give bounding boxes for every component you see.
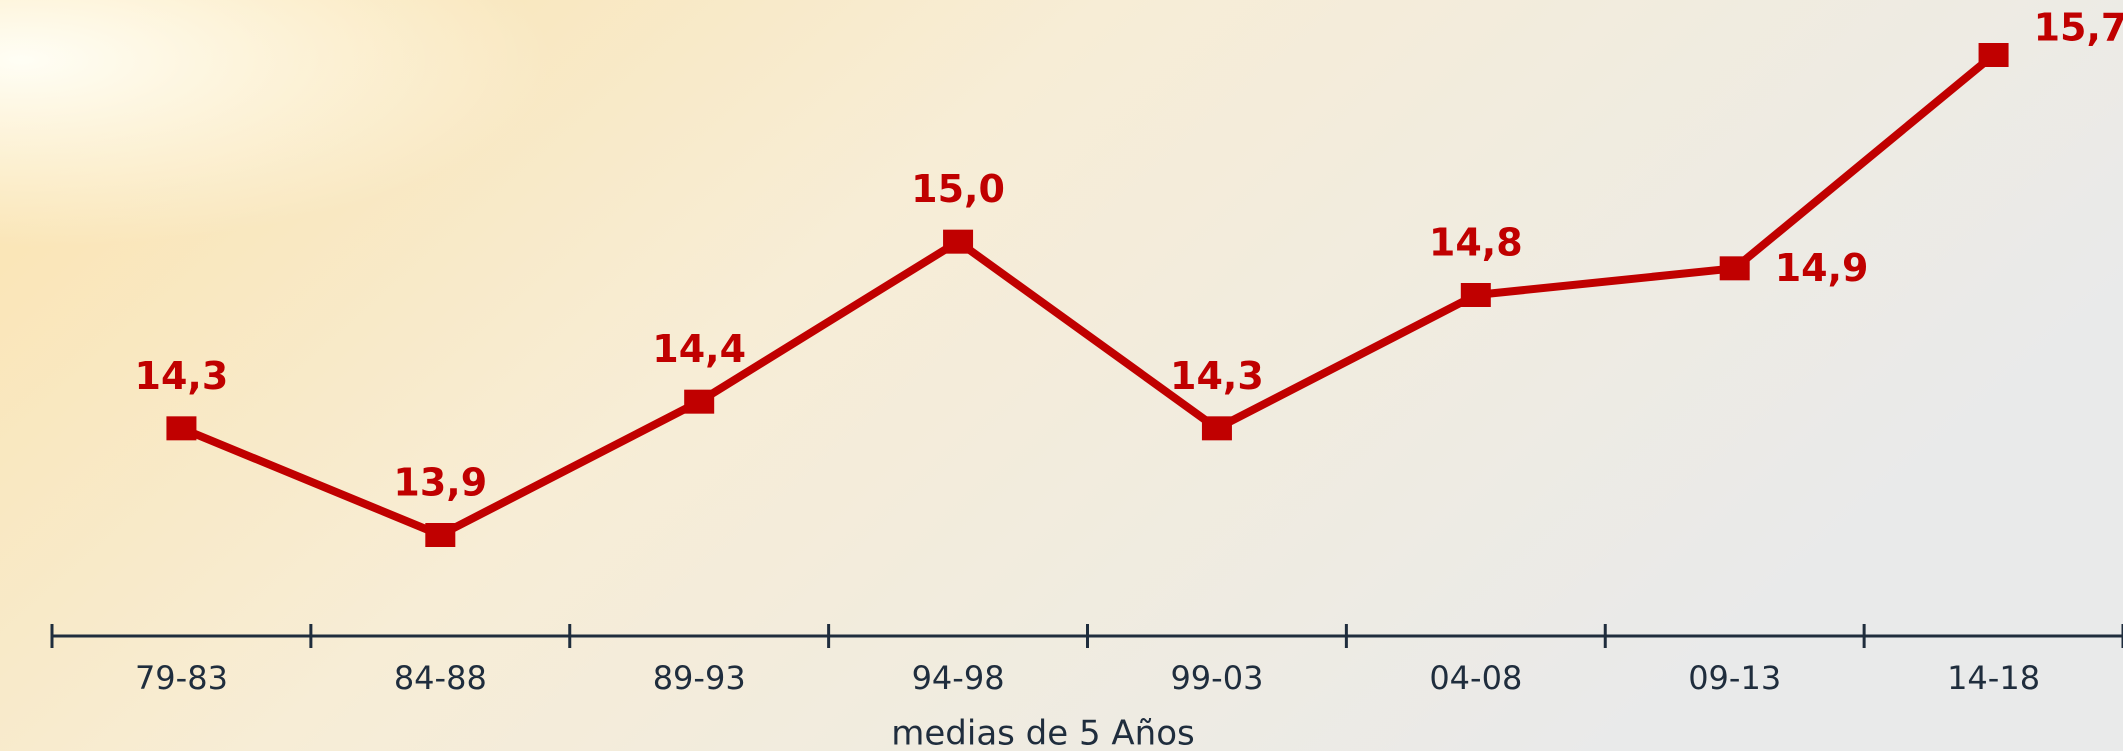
- x-tick-label: 14-18: [1947, 659, 2040, 697]
- x-tick-label: 79-83: [135, 659, 228, 697]
- x-tick-label: 94-98: [912, 659, 1005, 697]
- data-label: 14,9: [1775, 246, 1869, 290]
- x-tick-label: 04-08: [1429, 659, 1522, 697]
- marker: [943, 229, 974, 254]
- marker: [1978, 43, 2009, 67]
- data-label: 15,0: [911, 167, 1005, 211]
- marker: [1719, 256, 1750, 281]
- marker: [1460, 283, 1491, 307]
- marker: [166, 416, 197, 441]
- data-label: 14,3: [1170, 354, 1264, 398]
- x-axis-title: medias de 5 Años: [891, 714, 1195, 751]
- data-label: 14,4: [652, 327, 746, 371]
- data-label: 13,9: [393, 461, 487, 505]
- data-label: 14,3: [135, 354, 229, 398]
- x-tick-label: 99-03: [1170, 659, 1263, 697]
- marker: [425, 523, 456, 547]
- x-tick-label: 89-93: [653, 659, 746, 697]
- data-label: 15,7: [2034, 6, 2123, 50]
- x-tick-label: 84-88: [394, 659, 487, 697]
- marker: [1201, 416, 1232, 441]
- line: [179, 51, 1997, 539]
- data-label: 14,8: [1429, 221, 1523, 265]
- marker: [684, 389, 715, 414]
- x-tick-label: 09-13: [1688, 659, 1781, 697]
